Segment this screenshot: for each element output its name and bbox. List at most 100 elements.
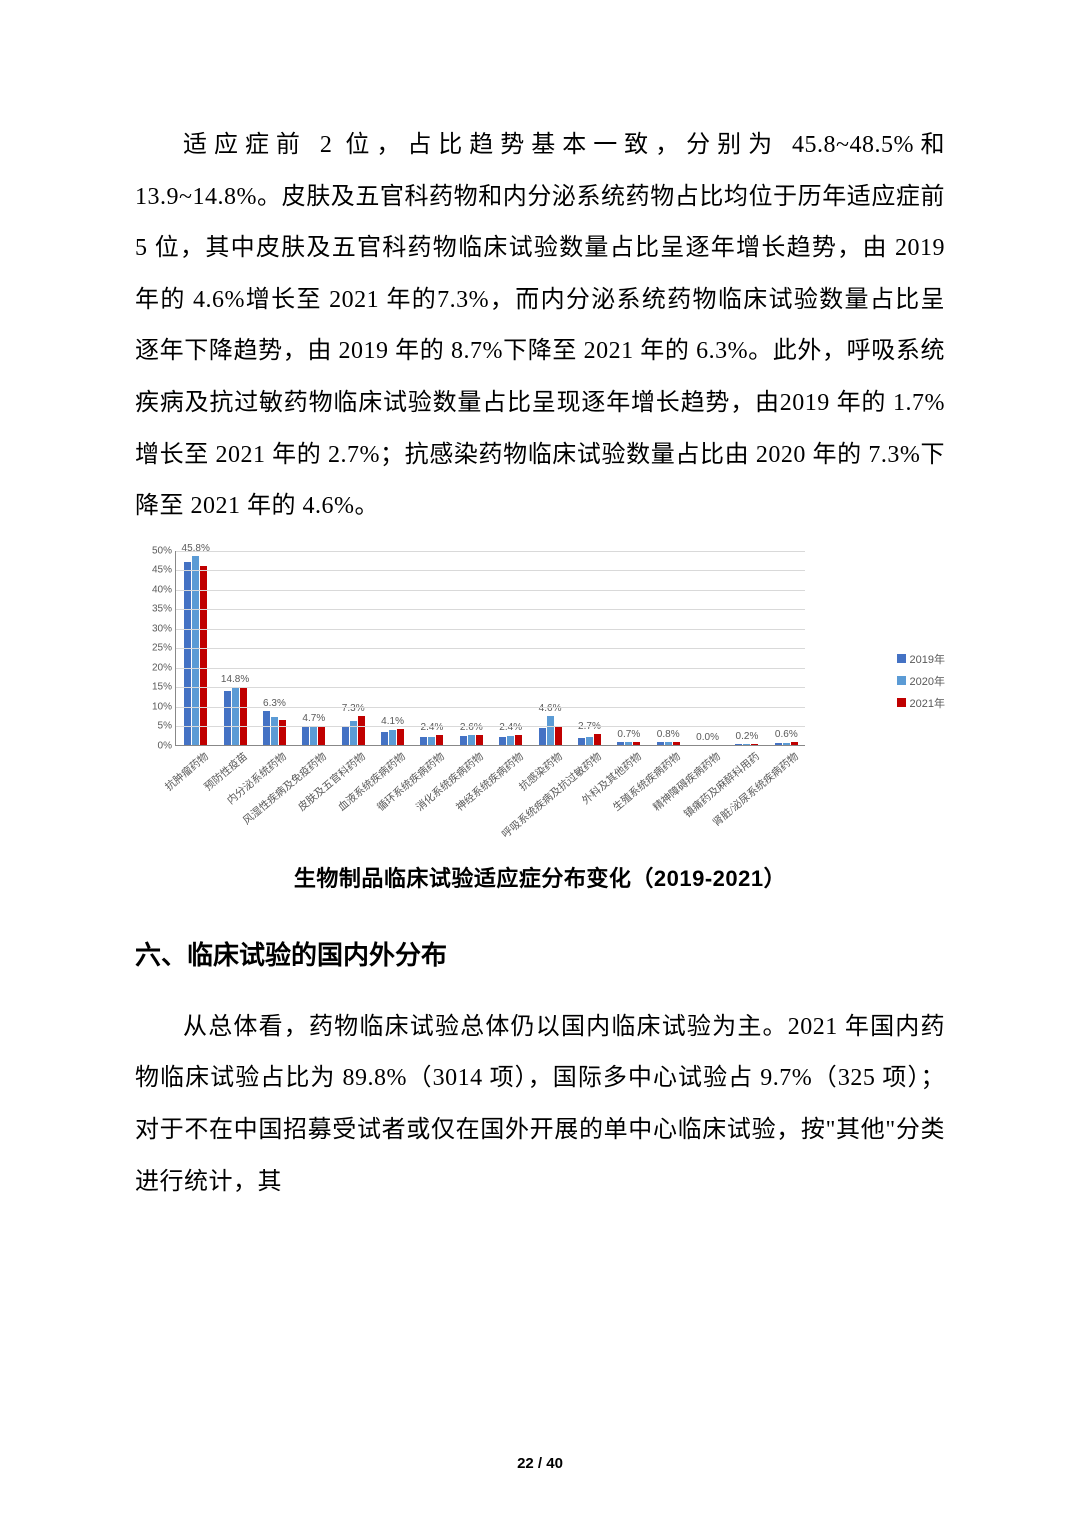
- chart-bar-label: 4.6%: [539, 703, 562, 714]
- chart-bar: [539, 728, 546, 744]
- chart-bar-group: 14.8%: [224, 687, 247, 745]
- chart-legend-item: 2021年: [897, 695, 945, 711]
- chart-bar-label: 14.8%: [221, 674, 249, 685]
- chart-bar-group: 2.6%: [460, 735, 483, 745]
- chart-bar-group: 0.2%: [735, 744, 758, 745]
- chart-bar-label: 0.2%: [736, 731, 759, 742]
- chart-bar-label: 4.1%: [381, 716, 404, 727]
- chart-bar: [389, 730, 396, 745]
- chart-bar: [240, 687, 247, 745]
- chart-bar-label: 7.3%: [342, 703, 365, 714]
- chart-bar: [665, 742, 672, 745]
- chart-ytick: 15%: [138, 682, 172, 693]
- chart-bar: [192, 556, 199, 745]
- chart-bar: [507, 736, 514, 745]
- chart-bar: [633, 742, 640, 745]
- chart-ytick: 40%: [138, 584, 172, 595]
- chart-bar: [436, 735, 443, 744]
- chart-bar-group: 4.7%: [302, 726, 325, 744]
- chart-bar: [586, 737, 593, 745]
- chart-bar-label: 0.7%: [617, 729, 640, 740]
- chart-bar: [397, 729, 404, 745]
- chart-ytick: 0%: [138, 740, 172, 751]
- chart-gridline: [176, 570, 805, 571]
- chart-bar-group: 2.7%: [578, 734, 601, 745]
- chart-bar: [499, 737, 506, 745]
- chart-bar: [657, 742, 664, 745]
- chart-bar-label: 0.8%: [657, 729, 680, 740]
- chart-bar: [617, 742, 624, 744]
- chart-bar: [515, 735, 522, 744]
- chart-gridline: [176, 590, 805, 591]
- chart-bar-group: 7.3%: [342, 716, 365, 744]
- chart-bar: [743, 744, 750, 745]
- chart-bar-label: 45.8%: [182, 543, 210, 554]
- chart-bar-group: 0.6%: [775, 742, 798, 744]
- chart-legend-item: 2020年: [897, 673, 945, 689]
- section-heading: 六、临床试验的国内外分布: [135, 935, 945, 972]
- page-number: 22 / 40: [0, 1455, 1080, 1472]
- chart-legend-item: 2019年: [897, 651, 945, 667]
- legend-swatch: [897, 698, 906, 707]
- chart-caption: 生物制品临床试验适应症分布变化（2019-2021）: [135, 861, 945, 893]
- chart-xtick: 消化系统疾病药物: [413, 749, 487, 814]
- chart-bar-label: 0.6%: [775, 729, 798, 740]
- chart-bar: [735, 744, 742, 745]
- chart-bar: [476, 735, 483, 745]
- chart-bar: [263, 711, 270, 745]
- chart-bar: [302, 727, 309, 745]
- chart-gridline: [176, 629, 805, 630]
- chart-xtick: 生殖系统疾病药物: [610, 749, 684, 814]
- chart-bar: [381, 732, 388, 745]
- chart-ytick: 5%: [138, 721, 172, 732]
- chart-xtick: 血液系统疾病药物: [334, 749, 408, 814]
- chart-xtick: 皮肤及五官科药物: [295, 749, 369, 814]
- chart-bar: [594, 734, 601, 745]
- chart-bar-label: 0.0%: [696, 732, 719, 743]
- chart-bar-label: 4.7%: [302, 713, 325, 724]
- chart-bar: [468, 735, 475, 744]
- chart-gridline: [176, 551, 805, 552]
- chart-bar: [775, 743, 782, 745]
- chart-bar-group: 0.8%: [657, 742, 680, 745]
- chart-bar-group: 2.4%: [499, 735, 522, 744]
- chart-bar: [673, 742, 680, 745]
- chart-bar: [279, 720, 286, 745]
- chart-bar: [342, 727, 349, 745]
- body-paragraph-1: 适应症前 2 位，占比趋势基本一致，分别为 45.8~48.5%和13.9~14…: [135, 120, 945, 533]
- chart-bar: [578, 738, 585, 745]
- chart-bar: [310, 727, 317, 745]
- chart-bar-label: 2.4%: [421, 722, 444, 733]
- chart-bar: [271, 717, 278, 744]
- chart-bar: [224, 691, 231, 745]
- chart-bar-label: 2.4%: [499, 722, 522, 733]
- body-paragraph-2: 从总体看，药物临床试验总体仍以国内临床试验为主。2021 年国内药物临床试验占比…: [135, 1002, 945, 1208]
- chart-gridline: [176, 609, 805, 610]
- chart-ytick: 20%: [138, 662, 172, 673]
- chart-ytick: 45%: [138, 565, 172, 576]
- legend-swatch: [897, 654, 906, 663]
- legend-label: 2020年: [910, 673, 945, 689]
- chart-bar: [420, 737, 427, 745]
- chart-bar: [318, 726, 325, 744]
- chart-bar: [428, 737, 435, 745]
- chart-bar: [751, 744, 758, 745]
- chart-gridline: [176, 707, 805, 708]
- legend-swatch: [897, 676, 906, 685]
- chart-gridline: [176, 687, 805, 688]
- chart-bar: [625, 742, 632, 744]
- chart-bar-group: 6.3%: [263, 711, 286, 745]
- chart-bar-group: 2.4%: [420, 735, 443, 744]
- chart-gridline: [176, 648, 805, 649]
- chart-bar: [783, 743, 790, 745]
- chart-bar: [460, 736, 467, 745]
- chart-ytick: 10%: [138, 701, 172, 712]
- legend-label: 2019年: [910, 651, 945, 667]
- chart-legend: 2019年 2020年 2021年: [897, 651, 945, 717]
- chart-bar: [791, 742, 798, 744]
- chart-bar: [547, 716, 554, 744]
- chart-bar-group: 4.6%: [539, 716, 562, 744]
- legend-label: 2021年: [910, 695, 945, 711]
- chart-bar: [350, 721, 357, 744]
- chart-bar: [358, 716, 365, 744]
